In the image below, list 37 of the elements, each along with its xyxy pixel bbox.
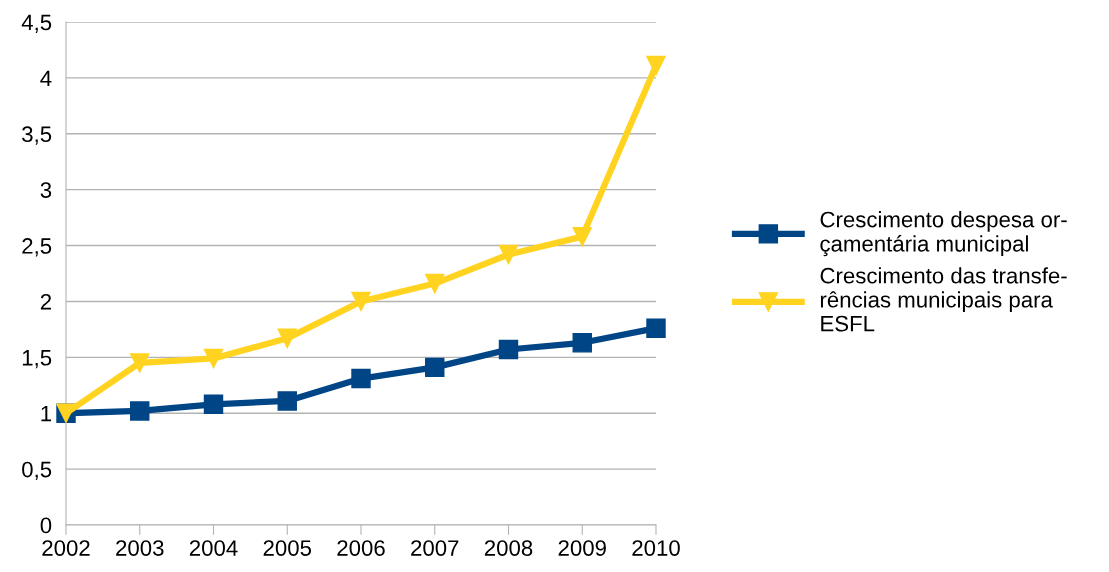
point [425, 273, 445, 294]
point [498, 244, 519, 265]
x-tick-label: 2004 [189, 540, 238, 556]
x-tick-label: 2005 [263, 540, 312, 556]
y-tick-label: 1,5 [22, 350, 52, 369]
point [425, 357, 445, 378]
point [203, 348, 224, 369]
x-tick-label: 2008 [484, 540, 533, 556]
legend-label: Crescimento despesa or- çamentária municipal [820, 211, 1067, 257]
x-tick-label: 2009 [558, 540, 606, 556]
y-tick-label: 4 [40, 70, 52, 86]
y-tick-label: 1 [41, 405, 52, 422]
point [351, 291, 371, 312]
y-tick-label: 0 [40, 517, 52, 534]
point [646, 55, 666, 76]
point [277, 391, 297, 411]
x-tick-label: 2003 [116, 540, 164, 556]
point [130, 401, 150, 421]
y-tick-label: 2 [40, 293, 51, 310]
y-tick-label: 2,5 [22, 238, 52, 257]
point [646, 318, 666, 338]
point [351, 368, 371, 389]
point [277, 328, 297, 349]
y-tick-label: 3 [40, 182, 52, 198]
point [203, 394, 224, 415]
point [572, 226, 592, 247]
x-tick-label: 2002 [42, 540, 90, 556]
x-tick-label: 2007 [411, 540, 459, 556]
x-tick-label: 2010 [632, 540, 680, 556]
y-tick-label: 4,5 [21, 14, 52, 33]
point [498, 339, 519, 360]
y-tick-label: 0,5 [22, 461, 52, 481]
point [572, 333, 592, 353]
x-tick-label: 2006 [337, 540, 385, 556]
y-tick-label: 3,5 [22, 126, 52, 145]
legend-label: Crescimento das transfe- rências municipais para ESFL [820, 267, 1067, 332]
point [130, 353, 150, 373]
